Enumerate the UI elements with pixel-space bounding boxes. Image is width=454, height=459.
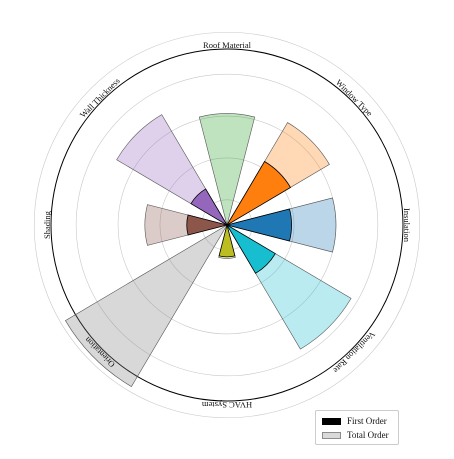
first-order-bar-insulation [226,208,292,242]
legend: First Order Total Order [315,410,399,445]
legend-label-first-order: First Order [347,416,387,426]
first-order-bar-window-type [226,160,292,226]
category-label-roof-material: Roof Material [203,40,252,50]
legend-item-first-order: First Order [322,415,387,427]
category-label-shading: Shading [42,210,52,239]
total-order-bar-roof-material [198,113,256,226]
polar-frame [50,48,404,402]
grid-circle [33,31,421,419]
category-label-window-type: Window Type [334,77,375,118]
total-order-bar-orientation [64,224,228,388]
legend-swatch-first-order [322,417,341,425]
first-order-bar-shading [186,214,228,236]
legend-item-total-order: Total Order [322,429,389,441]
first-order-bar-hvac-system [218,224,236,258]
first-order-bar-wall-thickness [190,188,228,226]
total-order-bar-shading [144,204,228,246]
grid-circle [159,157,295,293]
legend-label-total-order: Total Order [347,430,389,440]
legend-swatch-total-order [322,431,341,439]
category-label-hvac-system: HVAC System [202,400,253,410]
first-order-bar-ventilation-rate [226,224,276,274]
grid-circle [75,73,379,377]
category-label-ventilation-rate: Ventilation Rate [331,329,377,375]
category-label-insulation: Insulation [402,208,412,243]
category-label-wall-thickness: Wall Thickness [78,76,122,120]
